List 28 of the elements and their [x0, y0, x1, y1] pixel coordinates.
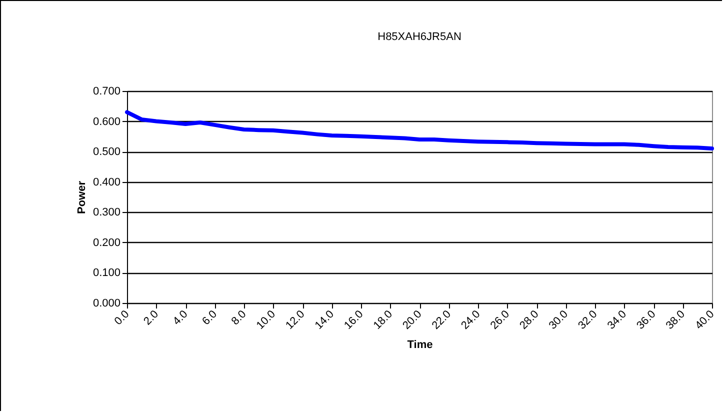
line-series	[125, 110, 714, 151]
x-tick-label: 34.0	[605, 308, 629, 332]
y-tick-label: 0.100	[92, 267, 120, 280]
x-tick-label: 14.0	[312, 308, 336, 332]
x-tick-label: 0.0	[112, 308, 132, 328]
x-tick-label: 2.0	[142, 308, 161, 328]
x-tick-label: 16.0	[342, 308, 366, 332]
x-tick-label: 30.0	[546, 308, 570, 332]
x-tick-label: 4.0	[170, 308, 190, 328]
x-tick-label: 38.0	[664, 308, 688, 332]
x-tick-label: 18.0	[371, 308, 395, 332]
y-tick-label: 0.000	[92, 298, 120, 310]
x-tick-label: 32.0	[576, 308, 600, 332]
y-axis-title: Power	[76, 180, 88, 214]
x-tick-label: 40.0	[693, 308, 717, 332]
x-axis-title: Time	[407, 339, 433, 352]
y-tick-label: 0.300	[92, 206, 120, 219]
x-tick-label: 36.0	[634, 308, 658, 332]
y-tick-label: 0.500	[92, 146, 120, 158]
x-tick-label: 10.0	[254, 308, 278, 332]
chart-title: H85XAH6JR5AN	[378, 31, 462, 43]
y-tick-label: 0.700	[92, 86, 120, 98]
y-tick-label: 0.600	[92, 116, 120, 128]
y-tick-label: 0.200	[92, 236, 120, 249]
x-tick-label: 8.0	[229, 308, 249, 328]
x-tick-label: 6.0	[200, 308, 220, 328]
y-tick-label: 0.400	[92, 176, 120, 188]
x-tick-label: 12.0	[284, 308, 308, 332]
